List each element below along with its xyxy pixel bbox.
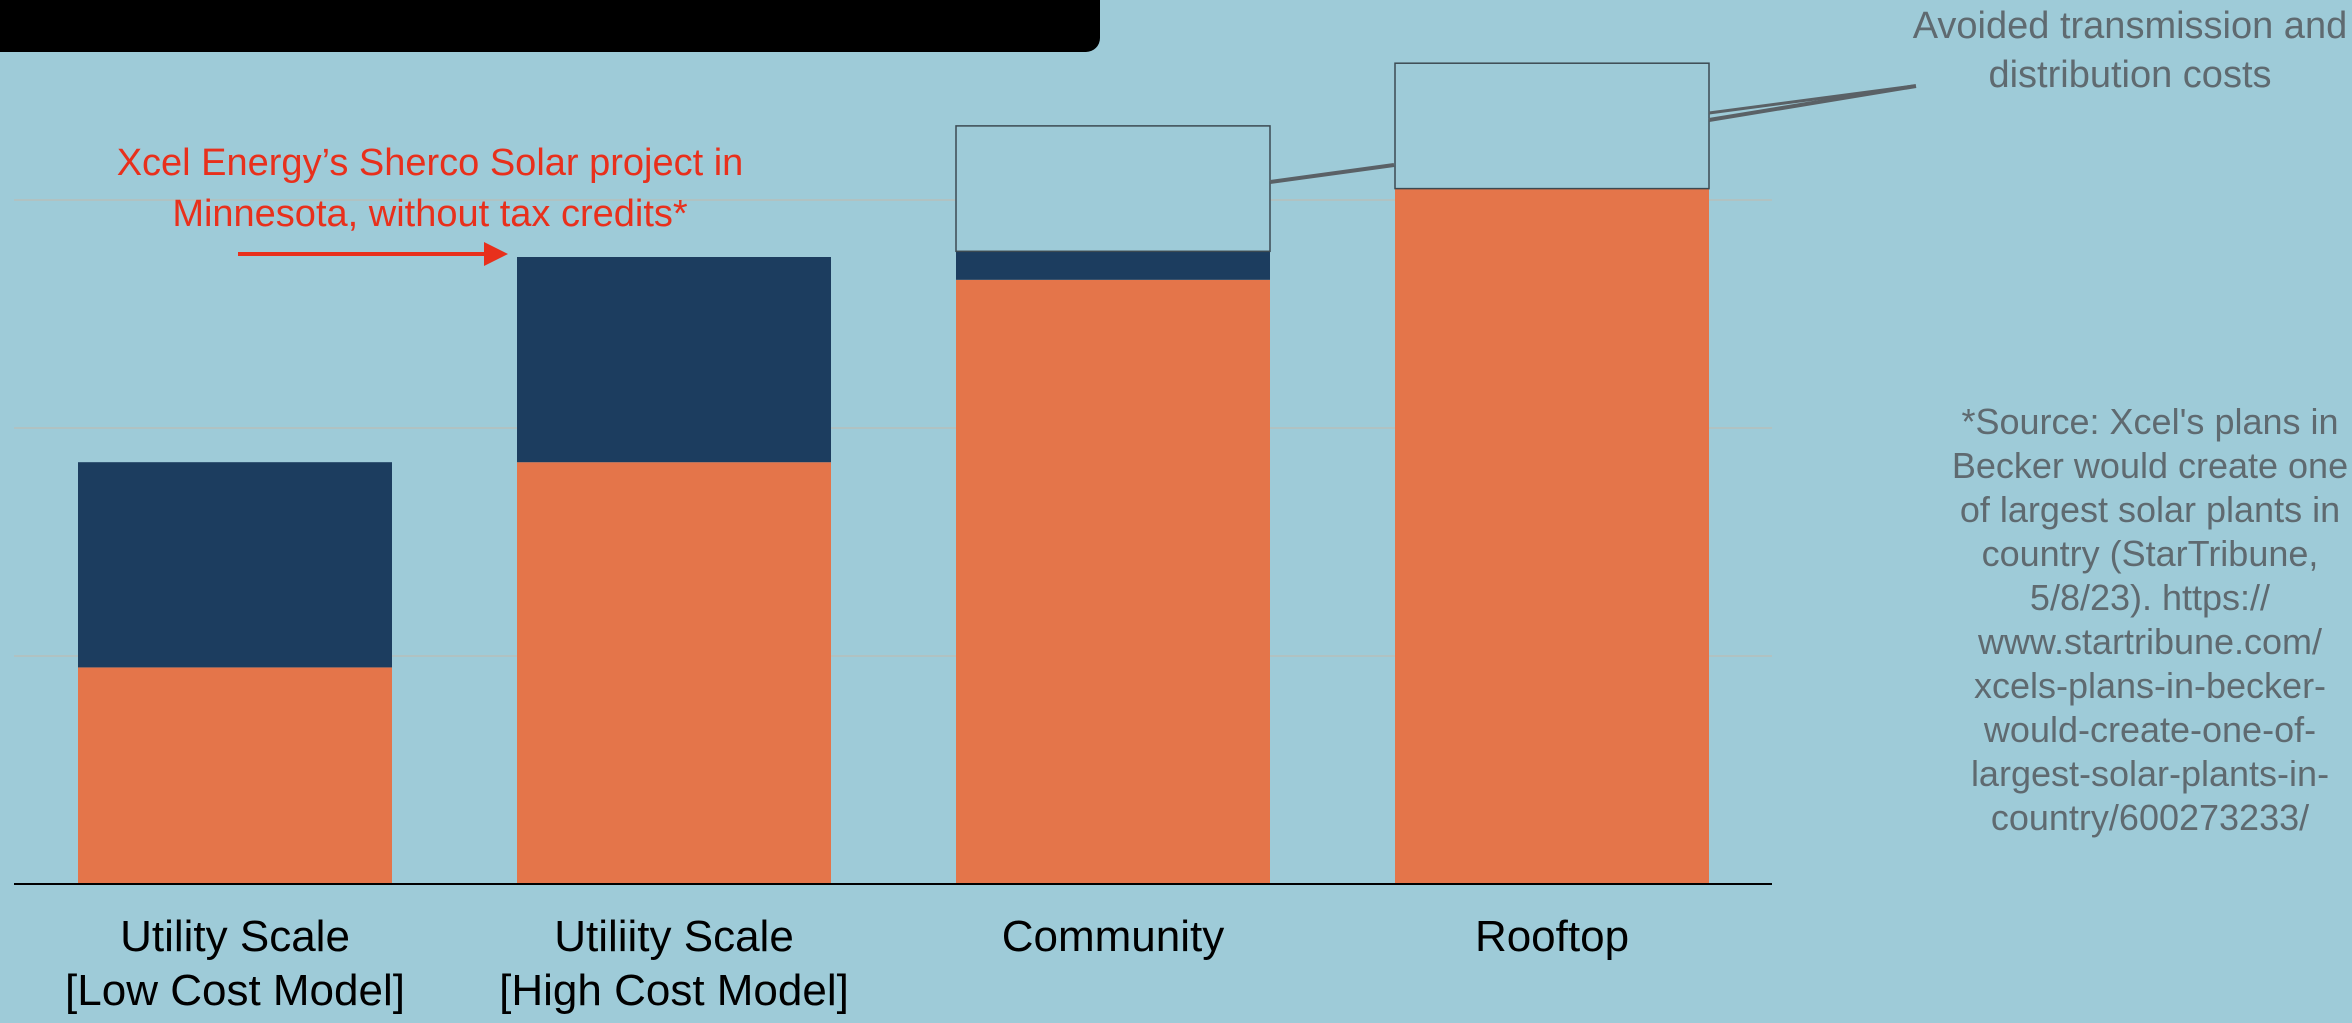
- bar-2-series-0: [956, 279, 1270, 884]
- bar-1-series-0: [517, 462, 831, 884]
- source-note: *Source: Xcel's plans in Becker would cr…: [1951, 401, 2349, 838]
- x-tick-label-0: Utility Scale [Low Cost Model]: [65, 912, 405, 1015]
- x-tick-label-1: Utiliity Scale [High Cost Model]: [499, 912, 849, 1015]
- x-tick-label-3: Rooftop: [1474, 912, 1630, 961]
- bar-3-series-0: [1395, 188, 1709, 885]
- bar-1-series-1: [517, 257, 831, 463]
- sherco-arrow-head: [484, 242, 508, 266]
- header-banner: [0, 0, 1100, 52]
- bar-2-series-2: [955, 125, 1271, 253]
- avoided-costs-annotation: Avoided transmission and distribution co…: [1912, 5, 2348, 96]
- bar-2-series-1: [956, 251, 1270, 280]
- x-tick-label-2: Community: [1001, 912, 1225, 961]
- leader-line-community: [1269, 163, 1395, 184]
- leader-line-rooftop-b: [1708, 84, 1915, 115]
- bar-0-series-1: [78, 462, 392, 668]
- sherco-annotation: Xcel Energy’s Sherco Solar project in Mi…: [116, 142, 744, 235]
- bar-3-series-2: [1394, 62, 1710, 190]
- bar-0-series-0: [78, 667, 392, 884]
